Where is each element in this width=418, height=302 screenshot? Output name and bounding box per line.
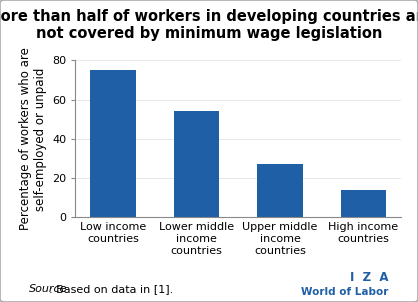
Bar [257, 164, 303, 217]
Text: World of Labor: World of Labor [301, 287, 389, 297]
Text: More than half of workers in developing countries are
not covered by minimum wag: More than half of workers in developing … [0, 9, 418, 41]
Text: I  Z  A: I Z A [350, 271, 389, 284]
Bar [90, 70, 136, 217]
Bar [341, 190, 387, 217]
Text: Source: Source [29, 284, 68, 294]
Y-axis label: Percentage of workers who are
self-employed or unpaid: Percentage of workers who are self-emplo… [18, 47, 46, 230]
Bar [173, 111, 219, 217]
Text: : Based on data in [1].: : Based on data in [1]. [49, 284, 173, 294]
